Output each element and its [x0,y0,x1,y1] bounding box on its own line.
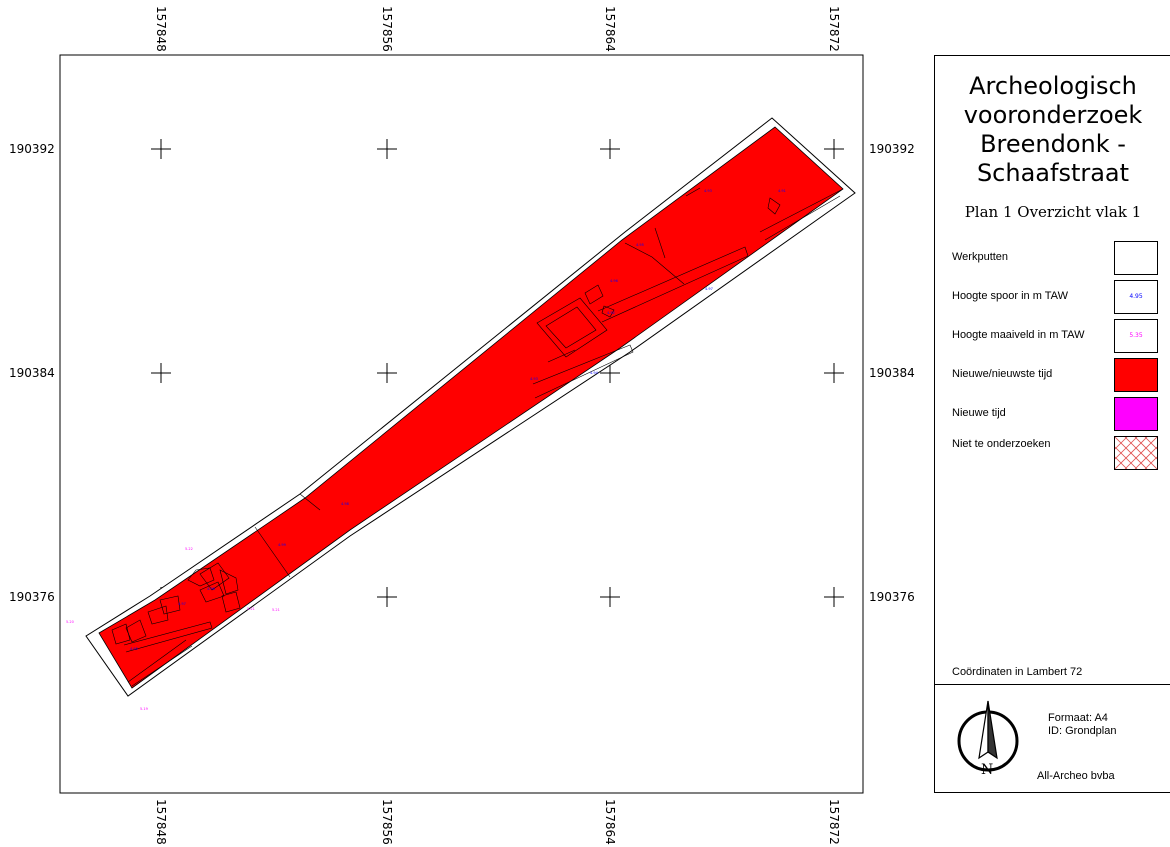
x-tick-bottom: 157864 [603,799,617,845]
legend-item-niet-te-onderzoeken: Niet te onderzoeken [952,436,1162,470]
legend-item-werkputten: Werkputten [952,241,1162,275]
svg-text:5.19: 5.19 [140,707,148,711]
x-tick-top: 157856 [380,6,394,52]
map-canvas: 4.93 4.91 4.95 4.96 4.97 4.92 4.93 4.94 … [9,6,915,845]
north-letter: N [981,762,993,778]
map-subtitle: Plan 1 Overzicht vlak 1 [964,203,1142,221]
legend-label: Werkputten [952,251,1009,263]
legend-panel: Archeologisch vooronderzoek Breendonk - … [934,55,1170,793]
svg-text:4.93: 4.93 [704,189,712,193]
legend-item-hoogte-maaiveld: Hoogte maaiveld in m TAW 5.35 [952,319,1162,353]
svg-text:5.21: 5.21 [272,608,280,612]
map-title: Archeologisch vooronderzoek Breendonk - … [935,72,1170,188]
x-tick-top: 157848 [154,6,168,52]
title-line: vooronderzoek [963,101,1143,129]
legend-item-nieuwe-nieuwste-tijd: Nieuwe/nieuwste tijd [952,358,1162,392]
x-tick-top: 157872 [827,6,841,52]
svg-text:4.94: 4.94 [590,371,599,375]
svg-text:5.22: 5.22 [185,547,193,551]
svg-text:5.20: 5.20 [66,620,74,624]
y-tick-left: 190376 [9,590,55,604]
x-tick-bottom: 157872 [827,799,841,845]
legend-item-hoogte-spoor: Hoogte spoor in m TAW 4.95 [952,280,1162,314]
svg-text:5.21: 5.21 [247,607,255,611]
x-axis-bottom: 157848 157856 157864 157872 [154,799,841,845]
y-axis-right: 190392 190384 190376 [869,142,915,604]
legend-label: Niet te onderzoeken [952,438,1051,450]
svg-text:4.97: 4.97 [178,602,186,606]
x-tick-top: 157864 [603,6,617,52]
north-arrow-icon: N [955,696,1025,786]
id-label: ID: Grondplan [1048,725,1117,737]
swatch-sample: 4.95 [1129,293,1143,300]
legend-swatch-crosshatch [1114,436,1158,470]
legend-label: Hoogte spoor in m TAW [952,290,1068,302]
x-tick-bottom: 157848 [154,799,168,845]
nieuwe-nieuwste-tijd-area [98,126,844,689]
crosshatch-pattern [1115,437,1157,469]
legend-divider [935,684,1170,685]
svg-text:4.96: 4.96 [207,587,215,591]
format-label: Formaat: A4 [1048,712,1108,724]
legend-item-nieuwe-tijd: Nieuwe tijd [952,397,1162,431]
swatch-sample: 5.35 [1129,332,1143,339]
legend-label: Hoogte maaiveld in m TAW [952,329,1085,341]
height-labels: 4.93 4.91 4.95 4.96 4.97 4.92 4.93 4.94 … [66,189,786,711]
x-axis-top: 157848 157856 157864 157872 [154,6,841,52]
svg-text:4.95: 4.95 [130,647,138,651]
y-tick-left: 190392 [9,142,55,156]
svg-text:4.98: 4.98 [341,502,349,506]
y-tick-right: 190392 [869,142,915,156]
title-line: Schaafstraat [976,159,1130,187]
legend-swatch-blue-number: 4.95 [1114,280,1158,314]
company-name: All-Archeo bvba [1037,770,1115,782]
format-block: Formaat: A4 ID: Grondplan [1048,712,1116,738]
x-tick-bottom: 157856 [380,799,394,845]
svg-text:4.95: 4.95 [636,243,644,247]
svg-text:4.92: 4.92 [607,311,615,315]
title-line: Archeologisch [969,72,1137,100]
legend-swatch-red [1114,358,1158,392]
title-line: Breendonk - [980,130,1126,158]
y-tick-right: 190376 [869,590,915,604]
svg-text:4.91: 4.91 [778,189,786,193]
svg-text:4.93: 4.93 [530,377,538,381]
legend-label: Nieuwe/nieuwste tijd [952,368,1053,380]
svg-text:4.99: 4.99 [278,543,286,547]
y-tick-left: 190384 [9,366,55,380]
y-axis-left: 190392 190384 190376 [9,142,55,604]
coordinates-note: Coördinaten in Lambert 72 [952,666,1083,678]
legend-swatch-magenta [1114,397,1158,431]
legend-swatch-white [1114,241,1158,275]
svg-text:4.96: 4.96 [610,279,618,283]
legend-label: Nieuwe tijd [952,407,1006,419]
svg-text:4.97: 4.97 [705,287,713,291]
feature-lines [111,187,844,687]
y-tick-right: 190384 [869,366,915,380]
legend-swatch-magenta-number: 5.35 [1114,319,1158,353]
